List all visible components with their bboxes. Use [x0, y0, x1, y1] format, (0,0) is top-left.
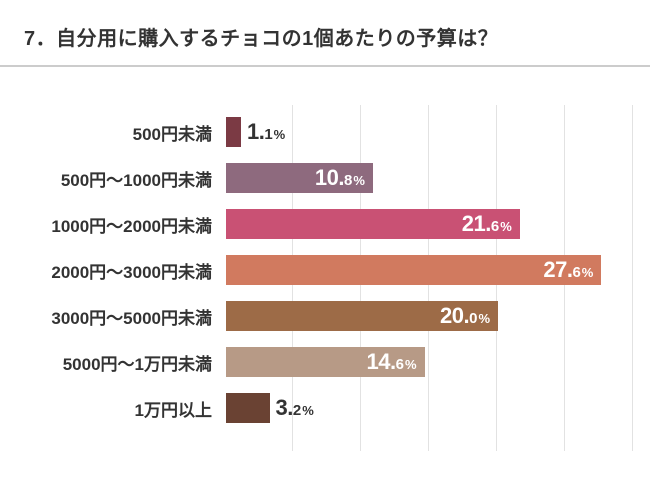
category-label: 500円～1000円未満	[0, 166, 224, 191]
chart-title: 7．自分用に購入するチョコの1個あたりの予算は？	[24, 22, 622, 51]
bar-chart: 500円未満1.1%500円～1000円未満10.8%1000円～2000円未満…	[0, 67, 650, 431]
category-label: 5000円～1万円未満	[0, 350, 224, 375]
bar-value: 3.2%	[270, 395, 314, 421]
bar-track: 1.1%	[226, 117, 650, 147]
category-label: 3000円～5000円未満	[0, 304, 224, 329]
bar: 3.2%	[226, 393, 270, 423]
bar: 27.6%	[226, 255, 601, 285]
chart-row: 500円未満1.1%	[0, 109, 650, 155]
chart-row: 2000円～3000円未満 27.6%	[0, 247, 650, 293]
chart-row: 1万円以上3.2%	[0, 385, 650, 431]
bar: 20.0%	[226, 301, 498, 331]
bar-value: 21.6%	[462, 211, 512, 237]
category-label: 1000円～2000円未満	[0, 212, 224, 237]
category-label: 1万円以上	[0, 396, 224, 421]
chart-row: 5000円～1万円未満 14.6%	[0, 339, 650, 385]
bar: 1.1%	[226, 117, 241, 147]
bar: 14.6%	[226, 347, 425, 377]
bar-track: 21.6%	[226, 209, 650, 239]
bar-value: 14.6%	[367, 349, 417, 375]
chart-rows: 500円未満1.1%500円～1000円未満10.8%1000円～2000円未満…	[0, 109, 650, 431]
bar-track: 10.8%	[226, 163, 650, 193]
bar: 21.6%	[226, 209, 520, 239]
category-label: 2000円～3000円未満	[0, 258, 224, 283]
bar-value: 20.0%	[440, 303, 490, 329]
category-label: 500円未満	[0, 120, 224, 145]
bar-track: 14.6%	[226, 347, 650, 377]
bar-value: 1.1%	[241, 119, 285, 145]
bar-value: 10.8%	[315, 165, 365, 191]
chart-row: 3000円～5000円未満 20.0%	[0, 293, 650, 339]
chart-row: 1000円～2000円未満 21.6%	[0, 201, 650, 247]
chart-row: 500円～1000円未満 10.8%	[0, 155, 650, 201]
bar: 10.8%	[226, 163, 373, 193]
bar-value: 27.6%	[543, 257, 593, 283]
chart-header: 7．自分用に購入するチョコの1個あたりの予算は？	[0, 0, 650, 67]
bar-track: 3.2%	[226, 393, 650, 423]
bar-track: 27.6%	[226, 255, 650, 285]
bar-track: 20.0%	[226, 301, 650, 331]
